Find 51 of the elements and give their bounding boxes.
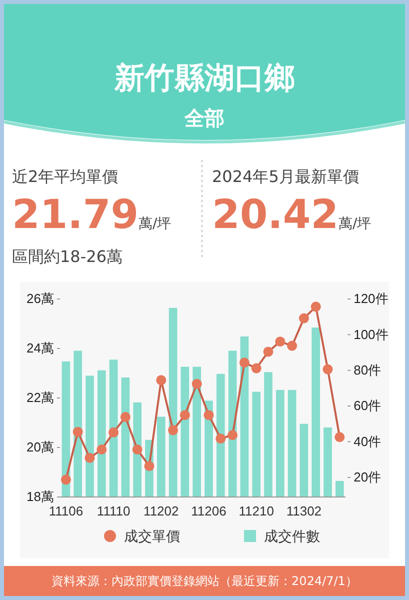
y2-tick-label: 120件: [354, 291, 388, 306]
x-tick-label: 11302: [286, 504, 322, 519]
y-tick-label: 20萬: [26, 440, 54, 455]
y-tick-label: 22萬: [26, 390, 54, 406]
point: [263, 346, 274, 357]
point: [298, 313, 309, 324]
legend-label: 成交件數: [264, 529, 320, 545]
legend-label: 成交單價: [124, 529, 180, 545]
point: [72, 426, 83, 437]
source-note: 資料來源：內政部實價登錄網站（最近更新：2024/7/1）: [52, 574, 358, 588]
chart-subtitle: 全部: [184, 106, 224, 130]
y2-tick-label: 60件: [354, 398, 382, 414]
y-tick-label: 24萬: [26, 340, 54, 356]
y2-tick-label: 100件: [354, 326, 388, 342]
point: [322, 364, 333, 374]
point: [180, 410, 190, 420]
y2-tick-label: 40件: [354, 434, 382, 449]
text: 2024年5月最新單價: [212, 167, 359, 186]
y2-tick-label: 20件: [354, 470, 382, 485]
y-tick-label: 26萬: [26, 291, 54, 306]
point: [120, 412, 130, 422]
text: 近2年平均單價: [12, 167, 118, 186]
x-tick-label: 11206: [191, 504, 226, 519]
x-tick-label: 11210: [238, 504, 274, 519]
text: 20.42萬/坪: [212, 192, 372, 238]
point: [239, 358, 250, 368]
x-tick-label: 11106: [48, 504, 84, 519]
point: [287, 340, 298, 351]
point: [251, 363, 262, 374]
y-tick-label: 18萬: [26, 489, 54, 504]
point: [168, 425, 178, 436]
text: 21.79萬/坪: [12, 192, 172, 238]
point: [334, 432, 345, 442]
point: [192, 378, 202, 389]
point: [96, 444, 107, 454]
y2-tick-label: 80件: [354, 362, 382, 378]
point: [108, 427, 119, 438]
point: [310, 302, 321, 312]
x-tick-label: 11110: [96, 504, 130, 519]
point: [204, 410, 214, 420]
point: [156, 375, 166, 386]
point: [132, 444, 142, 454]
point: [84, 452, 95, 463]
point: [144, 461, 154, 472]
point: [275, 336, 286, 347]
point: [216, 434, 226, 444]
x-tick-label: 11202: [144, 504, 179, 519]
point: [60, 474, 71, 485]
text: 區間約18-26萬: [12, 247, 122, 266]
chart-title: 新竹縣湖口鄉: [114, 61, 294, 96]
point: [228, 430, 238, 440]
